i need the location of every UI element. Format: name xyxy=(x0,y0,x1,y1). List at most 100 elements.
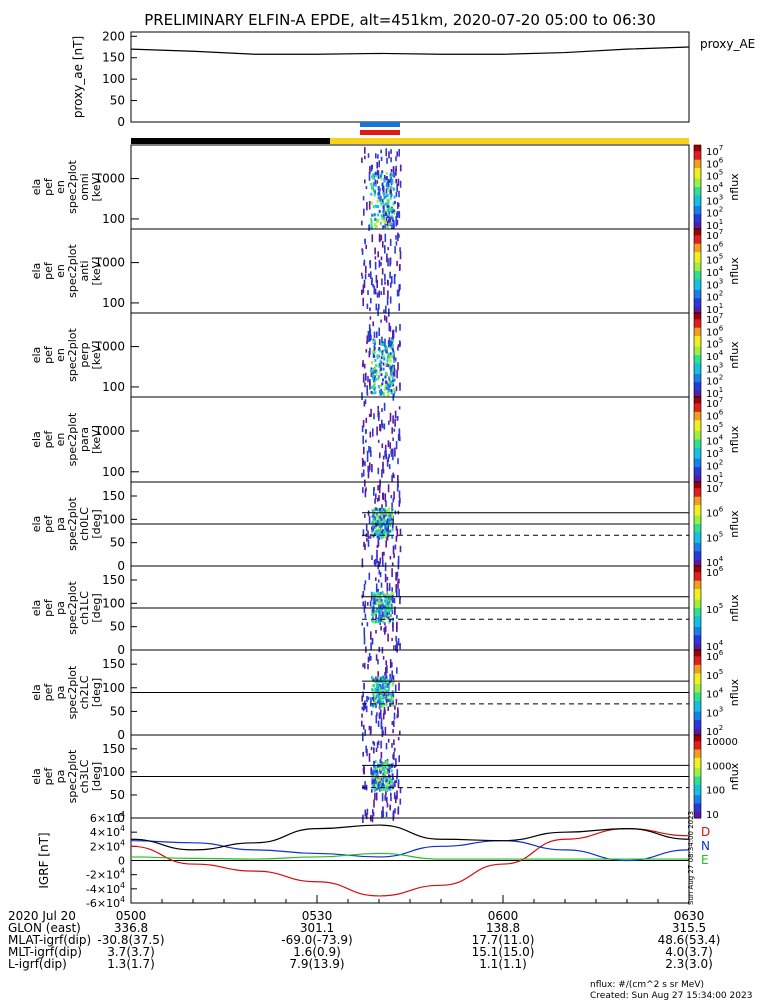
proxy-ae-ytick: 150 xyxy=(102,51,125,65)
spec-pixel xyxy=(395,584,397,593)
spec-pixel xyxy=(365,265,367,274)
spec-pixel xyxy=(395,779,398,783)
spec-core-pixel xyxy=(391,773,394,777)
spec-pixel xyxy=(392,350,395,354)
spec-ylabel-line: ch3LC xyxy=(78,759,91,793)
spec-core-pixel xyxy=(388,521,391,525)
colorbar-tick: 107 xyxy=(706,481,723,495)
colorbar-segment xyxy=(694,323,701,327)
colorbar-tick: 102 xyxy=(706,459,723,473)
colorbar-segment xyxy=(694,331,701,335)
spec-core-pixel xyxy=(381,350,384,354)
colorbar-label: nflux xyxy=(728,341,741,369)
spec-pixel xyxy=(387,706,389,711)
spec-ytick: 150 xyxy=(102,657,125,671)
spec-pixel xyxy=(379,557,382,564)
spec-core-pixel xyxy=(375,523,377,527)
colorbar-tick: 102 xyxy=(706,290,723,304)
colorbar-segment xyxy=(694,517,701,521)
spec-pixel xyxy=(377,540,380,547)
colorbar-segment xyxy=(694,256,701,259)
time-tick-2: 0600 xyxy=(488,909,519,923)
spec-pixel xyxy=(364,155,366,160)
spec-pixel xyxy=(380,319,382,323)
colorbar-segment xyxy=(694,422,701,426)
spec-core-pixel xyxy=(384,375,387,379)
spec-pixel xyxy=(381,268,384,275)
colorbar-segment xyxy=(694,308,701,312)
spec-ytick: 100 xyxy=(102,596,125,610)
spec-core-pixel xyxy=(378,188,381,192)
spec-pixel xyxy=(362,284,365,294)
colorbar-segment xyxy=(694,189,701,192)
spec-core-pixel xyxy=(382,616,385,620)
spec-pixel xyxy=(377,579,380,583)
spec-pixel xyxy=(393,369,396,377)
spec-pixel xyxy=(363,279,366,288)
colorbar-segment xyxy=(694,254,701,257)
spec-pixel xyxy=(366,538,368,542)
spec-core-pixel xyxy=(386,692,389,696)
spec-core-pixel xyxy=(383,387,386,391)
spec-core-pixel xyxy=(372,519,375,523)
spec-core-pixel xyxy=(371,609,374,613)
colorbar-tick: 104 xyxy=(706,181,724,195)
spec-pixel xyxy=(387,524,389,531)
spec-pixel xyxy=(376,549,378,557)
spec-core-pixel xyxy=(385,221,387,225)
colorbar-segment xyxy=(694,258,701,261)
colorbar-tick: 105 xyxy=(706,421,723,435)
spec-pixel xyxy=(396,667,398,674)
spec-core-pixel xyxy=(383,216,385,220)
colorbar-segment xyxy=(694,275,701,278)
spec-pixel xyxy=(376,426,378,436)
spec-core-pixel xyxy=(393,352,395,356)
spec-pixel xyxy=(364,543,366,550)
spec-pixel xyxy=(378,290,380,298)
colorbar-segment xyxy=(694,660,701,664)
spec-pixel xyxy=(382,812,385,818)
spec-pixel xyxy=(380,717,383,726)
spec-core-pixel xyxy=(381,614,384,618)
spec-pixel xyxy=(397,710,399,718)
colorbar-segment xyxy=(694,203,701,207)
spec-pixel xyxy=(397,779,400,785)
spec-core-pixel xyxy=(381,343,384,347)
spec-pixel xyxy=(399,324,401,331)
spec-ytick: 1000 xyxy=(94,340,125,354)
spec-pixel xyxy=(396,369,398,379)
spec-pixel xyxy=(363,446,365,455)
spec-core-pixel xyxy=(391,535,394,539)
spec-pixel xyxy=(389,412,392,422)
colorbar-segment xyxy=(694,310,701,314)
spec-data-4 xyxy=(361,399,401,487)
axis-row-value: 1.3(1.7) xyxy=(107,957,155,971)
colorbar-segment xyxy=(694,728,701,732)
spec-core-pixel xyxy=(383,766,386,769)
spec-core-pixel xyxy=(387,364,390,368)
spec-pixel xyxy=(399,164,402,172)
colorbar-segment xyxy=(694,302,701,306)
colorbar-segment xyxy=(694,218,701,222)
spec-pixel xyxy=(368,413,371,418)
spec-pixel xyxy=(378,484,381,494)
colorbar-segment xyxy=(694,172,701,175)
spec-core-pixel xyxy=(389,766,392,770)
axis-row-label: GLON (east) xyxy=(8,921,81,935)
spec-core-pixel xyxy=(389,693,392,697)
spec-pixel xyxy=(378,327,380,336)
colorbar-segment xyxy=(694,616,701,619)
colorbar-segment xyxy=(694,662,701,666)
spec-pixel xyxy=(385,453,387,460)
spec-pixel xyxy=(376,555,378,564)
spec-core-pixel xyxy=(386,198,389,202)
spec-data-7 xyxy=(361,653,401,742)
spec-core-pixel xyxy=(389,343,392,347)
colorbar-segment xyxy=(694,273,701,276)
spec-pixel xyxy=(392,329,395,339)
spec-pixel xyxy=(380,234,383,241)
spec-pixel xyxy=(377,560,379,570)
colorbar-segment xyxy=(694,549,701,552)
spec-ytick: 100 xyxy=(102,212,125,226)
colorbar-segment xyxy=(694,635,701,638)
